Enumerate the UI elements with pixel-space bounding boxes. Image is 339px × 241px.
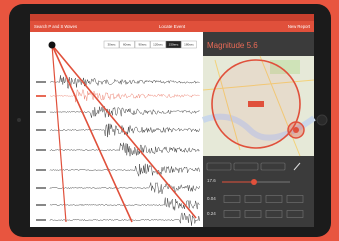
row-value: 0.24 bbox=[207, 211, 216, 216]
time-button-label[interactable]: 60sec bbox=[123, 42, 132, 46]
time-button-label[interactable]: 120sec bbox=[153, 42, 163, 46]
station-label bbox=[36, 204, 46, 206]
nav-title: Locate Event bbox=[159, 24, 186, 29]
time-button-label[interactable]: 30sec bbox=[107, 42, 116, 46]
station-label bbox=[36, 81, 46, 83]
magnitude-title: Magnitude 5.6 bbox=[207, 41, 258, 50]
camera bbox=[17, 118, 21, 122]
slider-value: 17.6 bbox=[207, 178, 216, 183]
station-label bbox=[36, 187, 46, 189]
screenshot: Search P and S Waves Locate Event New Re… bbox=[0, 0, 339, 241]
back-button[interactable]: Search P and S Waves bbox=[34, 24, 77, 29]
slider-knob[interactable] bbox=[251, 179, 257, 185]
page: {"nav": {"back": "Search P and S Waves",… bbox=[0, 0, 339, 241]
new-report-button[interactable]: New Report bbox=[288, 24, 311, 29]
time-button-label[interactable]: 180sec bbox=[184, 42, 194, 46]
time-button-label[interactable]: 150sec bbox=[169, 42, 179, 46]
home-button bbox=[317, 115, 327, 125]
time-button-label[interactable]: 90sec bbox=[138, 42, 147, 46]
status-bar bbox=[30, 14, 314, 21]
station-label bbox=[36, 149, 46, 151]
station-label bbox=[36, 169, 46, 171]
station-label bbox=[36, 111, 46, 113]
station-label bbox=[36, 219, 46, 221]
epicenter-dot bbox=[293, 127, 299, 133]
row-value: 0.04 bbox=[207, 196, 216, 201]
origin-dot[interactable] bbox=[49, 42, 56, 49]
map-pin-label bbox=[248, 101, 264, 107]
station-label bbox=[36, 129, 46, 131]
station-label bbox=[36, 95, 46, 97]
